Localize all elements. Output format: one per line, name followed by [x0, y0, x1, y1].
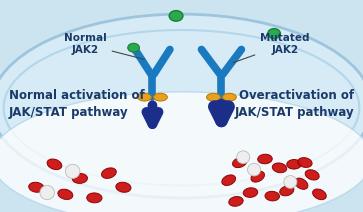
Text: Normal activation of
JAK/STAT pathway: Normal activation of JAK/STAT pathway	[9, 89, 145, 119]
Ellipse shape	[169, 11, 183, 21]
Circle shape	[284, 176, 297, 188]
Ellipse shape	[268, 29, 281, 39]
Text: Overactivation of
JAK/STAT pathway: Overactivation of JAK/STAT pathway	[234, 89, 354, 119]
Ellipse shape	[0, 14, 363, 198]
Circle shape	[149, 71, 156, 78]
Ellipse shape	[223, 93, 236, 101]
Ellipse shape	[101, 168, 117, 178]
Ellipse shape	[287, 159, 301, 169]
Text: Mutated
JAK2: Mutated JAK2	[233, 33, 310, 63]
Ellipse shape	[29, 182, 44, 192]
Ellipse shape	[251, 171, 264, 182]
Ellipse shape	[265, 191, 279, 201]
Circle shape	[237, 151, 250, 164]
Ellipse shape	[298, 157, 312, 168]
Ellipse shape	[280, 186, 294, 196]
Ellipse shape	[305, 170, 319, 180]
Ellipse shape	[233, 157, 246, 168]
Text: Normal
JAK2: Normal JAK2	[64, 33, 144, 59]
Ellipse shape	[72, 173, 87, 183]
Ellipse shape	[312, 190, 327, 199]
Ellipse shape	[0, 92, 363, 212]
Ellipse shape	[229, 196, 243, 207]
Ellipse shape	[258, 154, 272, 164]
Ellipse shape	[243, 188, 258, 197]
Ellipse shape	[58, 189, 73, 199]
Ellipse shape	[87, 193, 102, 203]
Circle shape	[248, 163, 261, 176]
Circle shape	[218, 71, 225, 78]
Ellipse shape	[154, 93, 167, 101]
Ellipse shape	[138, 93, 151, 101]
Ellipse shape	[207, 93, 220, 101]
Ellipse shape	[221, 175, 236, 185]
Ellipse shape	[294, 179, 309, 189]
Ellipse shape	[116, 182, 131, 192]
Ellipse shape	[47, 159, 62, 169]
Circle shape	[40, 186, 54, 200]
Circle shape	[65, 164, 80, 179]
Ellipse shape	[272, 163, 287, 173]
Ellipse shape	[128, 43, 139, 52]
